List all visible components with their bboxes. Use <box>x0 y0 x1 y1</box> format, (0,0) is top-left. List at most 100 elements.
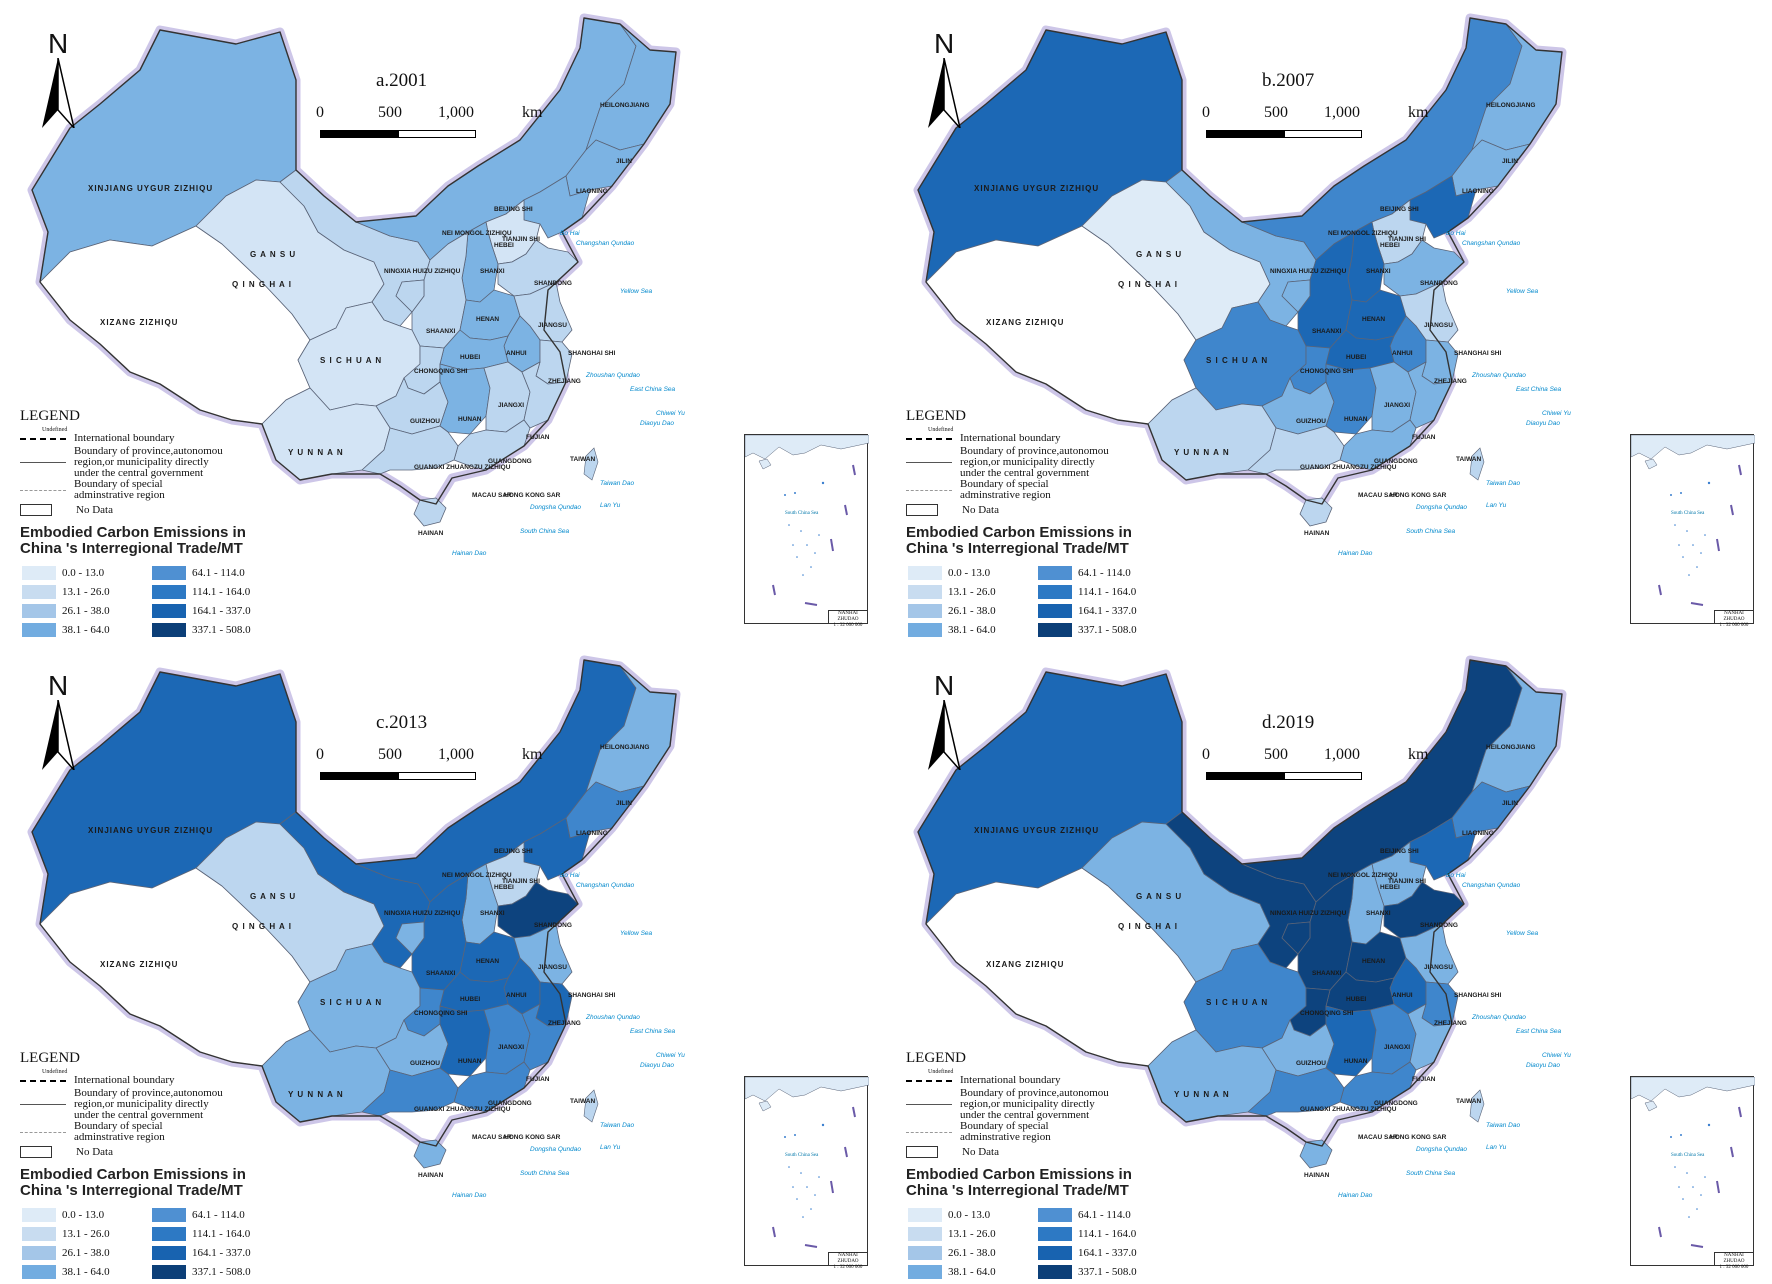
scale-tick-0: 0 <box>1202 746 1210 763</box>
label-tianjin: TIANJIN SHI <box>1388 878 1426 885</box>
label-yunnan: Y U N N A N <box>1174 448 1230 457</box>
north-label: N <box>48 670 69 701</box>
class-swatch <box>908 604 942 618</box>
legend-sar-label: Boundary of special adminstrative region <box>74 1120 165 1143</box>
label-hebei: HEBEI <box>494 242 514 249</box>
class-label: 337.1 - 508.0 <box>192 1266 251 1278</box>
label-guangdong: GUANGDONG <box>488 1100 532 1107</box>
label-tibet: XIZANG ZIZHIQU <box>100 960 179 969</box>
legend-province-label: Boundary of province,autonomou region,or… <box>74 444 223 479</box>
label-shandong: SHANDONG <box>534 280 572 287</box>
map-legend: LEGEND Undefined International boundary … <box>20 1050 320 1161</box>
scale-bar: 0 500 1,000 km <box>316 104 600 138</box>
label-guangxi: GUANGXI ZHUANGZU ZIZHIQU <box>1300 464 1397 471</box>
classes-title: Embodied Carbon Emissions in China 's In… <box>20 1166 246 1199</box>
sea-label-taiwan-dao: Taiwan Dao <box>1486 480 1521 487</box>
label-qinghai: Q I N G H A I <box>232 280 292 289</box>
label-xinjiang: XINJIANG UYGUR ZIZHIQU <box>974 826 1100 835</box>
class-swatch <box>908 1227 942 1241</box>
label-liaoning: LIAONING <box>1462 830 1494 837</box>
class-label: 0.0 - 13.0 <box>62 1209 105 1221</box>
classes-title: Embodied Carbon Emissions in China 's In… <box>906 1166 1132 1199</box>
legend-sar-row: Boundary of special adminstrative region <box>906 1121 1206 1143</box>
label-jiangxi: JIANGXI <box>498 402 525 409</box>
province-ningxia <box>1281 921 1311 955</box>
sea-label-east: East China Sea <box>1516 386 1562 393</box>
province-hainan <box>1299 1139 1333 1169</box>
label-shanghai: SHANGHAI SHI <box>568 350 616 357</box>
legend-title: LEGEND <box>906 1050 966 1066</box>
sea-label-diaoyu: Diaoyu Dao <box>640 420 674 427</box>
inset-scale-box: NANHAI ZHUDAO 1 : 32 000 000 <box>828 610 867 628</box>
scale-bar: 0 500 1,000 km <box>316 746 600 780</box>
sea-label-east: East China Sea <box>630 386 676 393</box>
legend-sar-row: Boundary of special adminstrative region <box>906 479 1206 501</box>
label-fujian: FUJIAN <box>526 434 550 441</box>
scale-tick-500: 500 <box>1264 746 1288 763</box>
inset-south-sea-label: South China Sea <box>785 511 819 516</box>
class-label: 164.1 - 337.0 <box>192 1247 251 1259</box>
label-xinjiang: XINJIANG UYGUR ZIZHIQU <box>974 184 1100 193</box>
legend-title: LEGEND <box>20 408 80 424</box>
class-item: 337.1 - 508.0 <box>152 622 282 638</box>
inset-scale-box: NANHAI ZHUDAO 1 : 32 000 000 <box>828 1252 867 1270</box>
legend-nodata-row: No Data <box>906 1145 1206 1159</box>
class-swatch <box>22 623 56 637</box>
label-tibet: XIZANG ZIZHIQU <box>986 960 1065 969</box>
label-jiangsu: JIANGSU <box>538 964 567 971</box>
label-macau: MACAU SAR <box>1358 1134 1398 1141</box>
label-hubei: HUBEI <box>1346 354 1367 361</box>
label-guangxi: GUANGXI ZHUANGZU ZIZHIQU <box>1300 1106 1397 1113</box>
label-nei-mongol: NEI MONGOL ZIZHIQU <box>442 872 512 879</box>
class-label: 13.1 - 26.0 <box>62 586 110 598</box>
label-gansu: G A N S U <box>250 892 297 901</box>
class-item: 64.1 - 114.0 <box>152 1207 282 1223</box>
sea-label-zhoushan: Zhoushan Qundao <box>1472 1014 1526 1021</box>
sea-label-diaoyu: Diaoyu Dao <box>1526 420 1560 427</box>
map-legend: LEGEND Undefined International boundary … <box>20 408 320 519</box>
legend-province-row: Boundary of province,autonomou region,or… <box>20 1087 320 1120</box>
label-zhejiang: ZHEJIANG <box>1434 378 1467 385</box>
china-map <box>27 13 681 527</box>
legend-nodata-label: No Data <box>962 1145 999 1158</box>
class-swatch <box>908 623 942 637</box>
sea-label-diaoyu: Diaoyu Dao <box>1526 1062 1560 1069</box>
label-macau: MACAU SAR <box>1358 492 1398 499</box>
label-qinghai: Q I N G H A I <box>1118 280 1178 289</box>
class-label: 26.1 - 38.0 <box>62 605 110 617</box>
legend-international-label: International boundary <box>960 431 1061 444</box>
class-swatch <box>152 604 186 618</box>
map-panel-a.2001: N a.2001 0 500 1,000 km LEGEND Undefined… <box>0 0 886 642</box>
label-anhui: ANHUI <box>1392 350 1413 357</box>
class-swatch <box>1038 585 1072 599</box>
class-item: 0.0 - 13.0 <box>908 1207 1038 1223</box>
sea-label-chiwei: Chiwei Yu <box>1542 410 1571 417</box>
inset-south-sea-label: South China Sea <box>785 1153 819 1158</box>
class-item: 13.1 - 26.0 <box>908 584 1038 600</box>
legend-nodata-label: No Data <box>962 503 999 516</box>
label-shandong: SHANDONG <box>1420 922 1458 929</box>
label-xinjiang: XINJIANG UYGUR ZIZHIQU <box>88 826 214 835</box>
class-item: 13.1 - 26.0 <box>22 584 152 600</box>
sea-label-bohai: Bo Hai <box>560 230 580 237</box>
label-jiangsu: JIANGSU <box>1424 322 1453 329</box>
label-guizhou: GUIZHOU <box>1296 1060 1326 1067</box>
class-label: 26.1 - 38.0 <box>948 1247 996 1259</box>
class-item: 164.1 - 337.0 <box>1038 603 1168 619</box>
sea-label-east: East China Sea <box>630 1028 676 1035</box>
label-chongqing: CHONGQING SHI <box>1300 368 1354 375</box>
inset-scale: 1 : 32 000 000 <box>1719 1265 1749 1270</box>
label-gansu: G A N S U <box>1136 250 1183 259</box>
sea-label-yellow: Yellow Sea <box>1506 930 1539 937</box>
label-fujian: FUJIAN <box>1412 1076 1436 1083</box>
class-swatch <box>908 566 942 580</box>
south-china-sea-inset: South China Sea NANHAI ZHUDAO 1 : 32 000… <box>744 434 869 628</box>
class-label: 114.1 - 164.0 <box>1078 586 1137 598</box>
china-map <box>27 655 681 1169</box>
legend-nodata-label: No Data <box>76 503 113 516</box>
sea-label-taiwan-dao: Taiwan Dao <box>1486 1122 1521 1129</box>
class-item: 26.1 - 38.0 <box>22 603 152 619</box>
class-label: 337.1 - 508.0 <box>192 624 251 636</box>
class-item: 114.1 - 164.0 <box>152 1226 282 1242</box>
class-item: 64.1 - 114.0 <box>152 565 282 581</box>
